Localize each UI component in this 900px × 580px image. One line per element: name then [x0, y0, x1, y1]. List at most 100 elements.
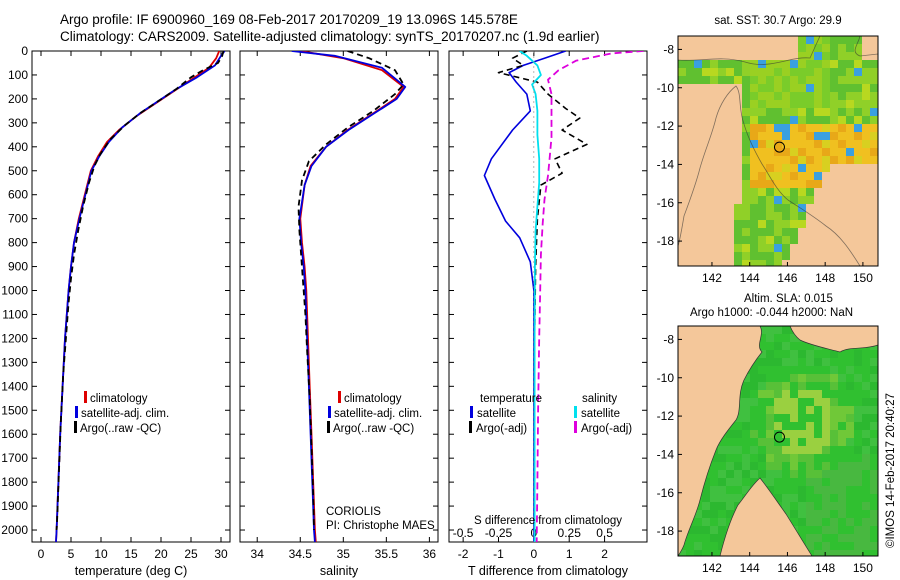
map-cell — [806, 462, 814, 470]
map-cell — [774, 180, 782, 188]
map-cell — [822, 60, 830, 68]
map-cell — [774, 124, 782, 132]
depth-tick-label: 1600 — [1, 427, 28, 441]
map-lon-label: 144 — [740, 271, 760, 285]
map-cell — [806, 124, 814, 132]
map-cell — [838, 406, 846, 414]
map-cell — [782, 180, 790, 188]
map-cell — [702, 526, 710, 534]
map-cell — [798, 148, 806, 156]
map-cell — [718, 526, 726, 534]
map-cell — [774, 398, 782, 406]
map-cell — [862, 92, 870, 100]
map-cell — [782, 116, 790, 124]
map-cell — [814, 68, 822, 76]
coriolis-label: CORIOLIS — [326, 506, 381, 518]
map-cell — [814, 148, 822, 156]
map-cell — [758, 454, 766, 462]
map-cell — [862, 406, 870, 414]
map-cell — [750, 470, 758, 478]
map-cell — [870, 108, 878, 116]
map-cell — [774, 68, 782, 76]
map-cell — [838, 84, 846, 92]
map-cell — [814, 156, 822, 164]
map-cell — [782, 494, 790, 502]
map-cell — [862, 84, 870, 92]
salinity-legend-argo: Argo(..raw -QC) — [333, 423, 414, 435]
map-cell — [774, 84, 782, 92]
map-cell — [766, 180, 774, 188]
map-cell — [782, 326, 790, 334]
map-cell — [742, 252, 750, 260]
map-cell — [766, 92, 774, 100]
map-cell — [750, 252, 758, 260]
map-cell — [758, 196, 766, 204]
map-lat-label: -14 — [657, 447, 675, 461]
map-cell — [846, 52, 854, 60]
map-cell — [846, 414, 854, 422]
map-cell — [766, 100, 774, 108]
depth-tick-label: 1000 — [1, 284, 28, 298]
map-cell — [806, 180, 814, 188]
sla-map-subtitle: Argo h1000: -0.044 h2000: NaN — [690, 307, 853, 319]
map-cell — [806, 510, 814, 518]
x-tick-label: 2 — [601, 547, 608, 561]
map-cell — [846, 92, 854, 100]
map-cell — [838, 478, 846, 486]
map-lat-label: -10 — [657, 81, 675, 95]
sla-map-land-south — [719, 477, 813, 556]
map-cell — [870, 422, 878, 430]
map-cell — [846, 366, 854, 374]
map-cell — [854, 148, 862, 156]
map-cell — [742, 244, 750, 252]
map-cell — [870, 68, 878, 76]
map-cell — [830, 68, 838, 76]
map-cell — [870, 382, 878, 390]
map-cell — [782, 132, 790, 140]
map-cell — [822, 108, 830, 116]
map-cell — [854, 414, 862, 422]
map-cell — [718, 494, 726, 502]
map-cell — [694, 542, 702, 550]
map-cell — [734, 68, 742, 76]
map-cell — [846, 44, 854, 52]
s-difference-label: S difference from climatology — [474, 515, 622, 527]
map-cell — [758, 244, 766, 252]
depth-tick-label: 2000 — [1, 523, 28, 537]
map-cell — [750, 220, 758, 228]
map-cell — [822, 494, 830, 502]
map-cell — [790, 212, 798, 220]
map-cell — [854, 542, 862, 550]
map-cell — [854, 422, 862, 430]
map-cell — [774, 422, 782, 430]
depth-tick-label: 1900 — [1, 499, 28, 513]
map-cell — [798, 486, 806, 494]
map-cell — [838, 108, 846, 116]
map-cell — [814, 518, 822, 526]
map-cell — [862, 398, 870, 406]
map-cell — [870, 132, 878, 140]
map-cell — [742, 406, 750, 414]
salinity-xlabel: salinity — [320, 564, 359, 578]
map-cell — [790, 236, 798, 244]
map-cell — [814, 438, 822, 446]
map-cell — [750, 148, 758, 156]
map-cell — [782, 502, 790, 510]
map-cell — [838, 132, 846, 140]
map-cell — [822, 100, 830, 108]
map-cell — [766, 196, 774, 204]
map-cell — [814, 52, 822, 60]
map-cell — [718, 68, 726, 76]
map-cell — [766, 406, 774, 414]
map-cell — [838, 124, 846, 132]
map-cell — [870, 116, 878, 124]
map-cell — [766, 422, 774, 430]
map-cell — [790, 334, 798, 342]
map-cell — [814, 132, 822, 140]
map-cell — [806, 406, 814, 414]
map-cell — [774, 470, 782, 478]
map-cell — [766, 252, 774, 260]
map-cell — [782, 454, 790, 462]
map-cell — [798, 76, 806, 84]
map-cell — [766, 454, 774, 462]
